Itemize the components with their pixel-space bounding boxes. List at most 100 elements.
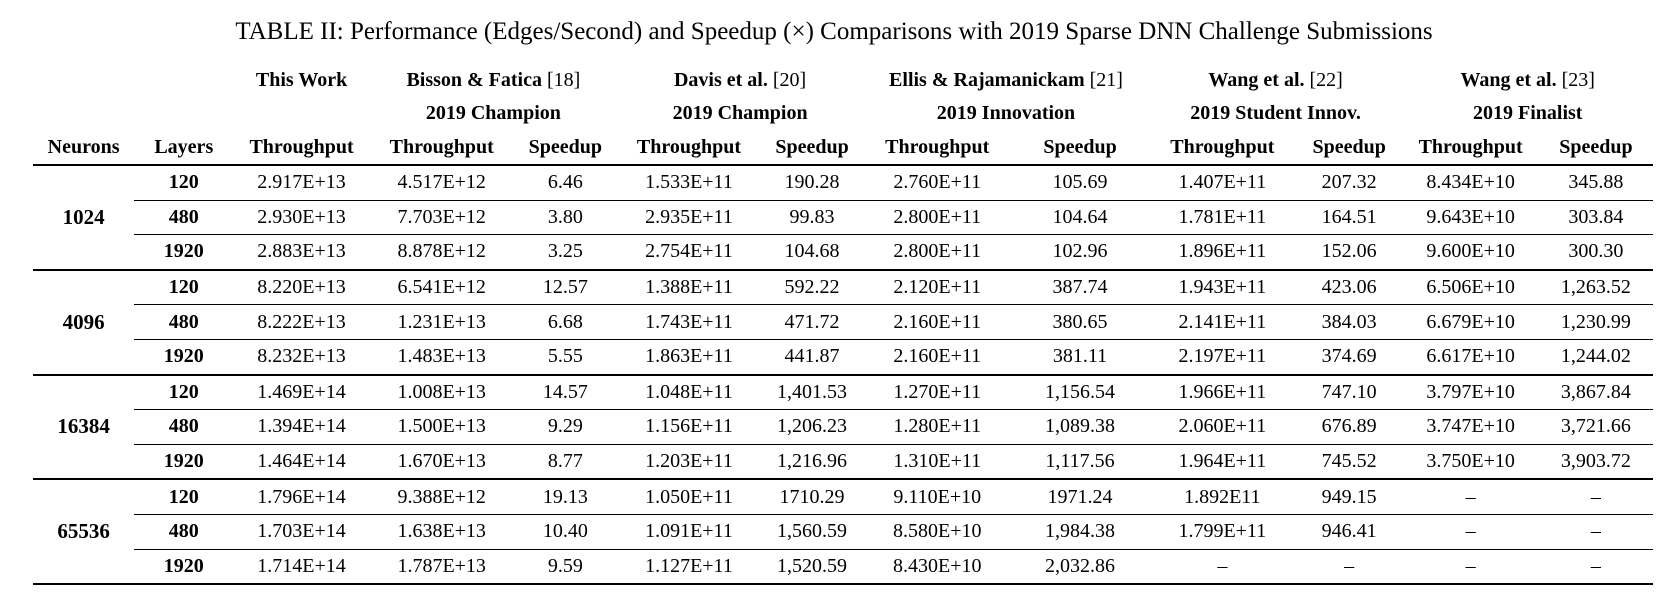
speedup-cell: 6.68 xyxy=(513,304,618,340)
throughput-cell: 2.141E+11 xyxy=(1148,304,1296,340)
header-row-columns: Neurons Layers Throughput Throughput Spe… xyxy=(33,130,1653,166)
col-header-throughput: Throughput xyxy=(233,130,370,166)
speedup-cell: 1,156.54 xyxy=(1011,373,1149,410)
speedup-cell: 1,216.96 xyxy=(760,443,864,480)
table-row: 16384 120 1.469E+14 1.008E+13 14.57 1.048E+11… xyxy=(33,373,1653,480)
throughput-cell: 1.048E+11 xyxy=(617,373,761,410)
group-name-ellis: Ellis & Rajamanickam [21] xyxy=(889,69,1123,91)
speedup-cell: 423.06 xyxy=(1295,268,1403,305)
speedup-cell: 1971.24 xyxy=(1011,478,1149,515)
header-row-authors: This Work Bisson & Fatica [18] Davis et … xyxy=(33,64,1653,97)
throughput-cell: 1.964E+11 xyxy=(1148,443,1296,480)
table-row: 1920 2.883E+13 8.878E+12 3.25 2.754E+11 104.6… xyxy=(33,234,1653,270)
throughput-cell: 9.388E+12 xyxy=(369,478,514,515)
throughput-cell: 1.270E+11 xyxy=(863,373,1012,410)
speedup-cell: 1,117.56 xyxy=(1011,443,1149,480)
table-caption: TABLE II: Performance (Edges/Second) and… xyxy=(235,18,1433,45)
throughput-cell: 2.120E+11 xyxy=(863,268,1012,305)
throughput-cell: – xyxy=(1402,478,1539,515)
col-header-throughput: Throughput xyxy=(1148,130,1296,166)
speedup-cell: 164.51 xyxy=(1295,199,1403,235)
throughput-cell: 1.714E+14 xyxy=(233,548,370,586)
speedup-cell: 1,520.59 xyxy=(760,548,864,586)
throughput-cell: – xyxy=(1402,548,1539,586)
speedup-cell: 1,244.02 xyxy=(1538,338,1653,375)
speedup-cell: – xyxy=(1538,478,1653,515)
neurons-cell: 4096 xyxy=(33,268,135,375)
speedup-cell: 1,230.99 xyxy=(1538,304,1653,340)
speedup-cell: 3.80 xyxy=(513,199,618,235)
speedup-cell: 381.11 xyxy=(1011,338,1149,375)
throughput-cell: 1.156E+11 xyxy=(617,409,761,445)
speedup-cell: 9.29 xyxy=(513,409,618,445)
throughput-cell: 2.160E+11 xyxy=(863,338,1012,375)
neurons-cell: 16384 xyxy=(33,373,135,480)
layers-cell: 120 xyxy=(134,268,234,305)
col-header-layers: Layers xyxy=(134,130,234,166)
throughput-cell: 8.878E+12 xyxy=(369,234,514,270)
throughput-cell: 1.407E+11 xyxy=(1178,171,1267,194)
speedup-cell: 104.68 xyxy=(760,234,864,270)
throughput-cell: – xyxy=(1402,513,1539,550)
speedup-cell: 745.52 xyxy=(1295,443,1403,480)
throughput-cell: 1.500E+13 xyxy=(369,409,514,445)
speedup-cell: 747.10 xyxy=(1295,373,1403,410)
throughput-cell: 1.483E+13 xyxy=(369,338,514,375)
col-header-neurons: Neurons xyxy=(33,130,135,166)
throughput-cell: 7.703E+12 xyxy=(369,199,514,235)
throughput-cell: 2.917E+13 xyxy=(257,171,346,194)
header-row-awards: 2019 Champion 2019 Champion 2019 Innovat… xyxy=(33,97,1653,130)
speedup-cell: 949.15 xyxy=(1295,478,1403,515)
speedup-cell: 441.87 xyxy=(760,338,864,375)
citation-ref: [18] xyxy=(547,69,581,91)
speedup-cell: 1,401.53 xyxy=(760,373,864,410)
throughput-cell: 8.222E+13 xyxy=(233,304,370,340)
throughput-cell: 8.430E+10 xyxy=(863,548,1012,586)
throughput-cell: 1.966E+11 xyxy=(1148,373,1296,410)
speedup-cell: 384.03 xyxy=(1295,304,1403,340)
throughput-cell: 2.160E+11 xyxy=(863,304,1012,340)
throughput-cell: 4.517E+12 xyxy=(397,171,486,194)
throughput-cell: – xyxy=(1148,548,1296,586)
table-row: 480 1.703E+14 1.638E+13 10.40 1.091E+11 1,560… xyxy=(33,513,1653,550)
throughput-cell: 1.091E+11 xyxy=(617,513,761,550)
neurons-cell: 1024 xyxy=(62,204,105,229)
throughput-cell: 1.787E+13 xyxy=(369,548,514,586)
throughput-cell: 9.600E+10 xyxy=(1402,234,1539,270)
throughput-cell: 1.127E+11 xyxy=(617,548,761,586)
throughput-cell: 3.750E+10 xyxy=(1402,443,1539,480)
citation-ref: [22] xyxy=(1309,69,1343,91)
throughput-cell: 2.800E+11 xyxy=(863,199,1012,235)
group-award: 2019 Finalist xyxy=(1472,102,1583,124)
results-table: This Work Bisson & Fatica [18] Davis et … xyxy=(33,64,1653,586)
table-row: 480 2.930E+13 7.703E+12 3.80 2.935E+11 99.83 2… xyxy=(33,199,1653,235)
layers-cell: 1920 xyxy=(134,443,234,480)
speedup-cell: 2,032.86 xyxy=(1011,548,1149,586)
layers-cell: 480 xyxy=(134,199,234,235)
throughput-cell: 2.060E+11 xyxy=(1148,409,1296,445)
neurons-cell: 65536 xyxy=(33,478,135,586)
group-name-wang-23: Wang et al. [23] xyxy=(1460,69,1595,91)
throughput-cell: 8.434E+10 xyxy=(1426,171,1515,194)
throughput-cell: 2.935E+11 xyxy=(617,199,761,235)
speedup-cell: 102.96 xyxy=(1011,234,1149,270)
col-header-speedup: Speedup xyxy=(1538,130,1653,166)
throughput-cell: 1.388E+11 xyxy=(617,268,761,305)
table-row: 1920 1.464E+14 1.670E+13 8.77 1.203E+11 1,216… xyxy=(33,443,1653,480)
results-table-wrapper: This Work Bisson & Fatica [18] Davis et … xyxy=(33,64,1653,586)
speedup-cell: 190.28 xyxy=(784,171,840,194)
throughput-cell: 2.883E+13 xyxy=(233,234,370,270)
throughput-cell: 6.679E+10 xyxy=(1402,304,1539,340)
group-award: 2019 Student Innov. xyxy=(1190,102,1361,124)
col-header-throughput: Throughput xyxy=(617,130,761,166)
speedup-cell: 104.64 xyxy=(1011,199,1149,235)
throughput-cell: 1.203E+11 xyxy=(617,443,761,480)
speedup-cell: 3,867.84 xyxy=(1538,373,1653,410)
speedup-cell: 3.25 xyxy=(513,234,618,270)
layers-cell: 480 xyxy=(134,304,234,340)
throughput-cell: 1.280E+11 xyxy=(863,409,1012,445)
layers-cell: 480 xyxy=(134,513,234,550)
layers-cell: 1920 xyxy=(134,548,234,586)
col-header-throughput: Throughput xyxy=(369,130,514,166)
speedup-cell: 105.69 xyxy=(1052,171,1108,194)
